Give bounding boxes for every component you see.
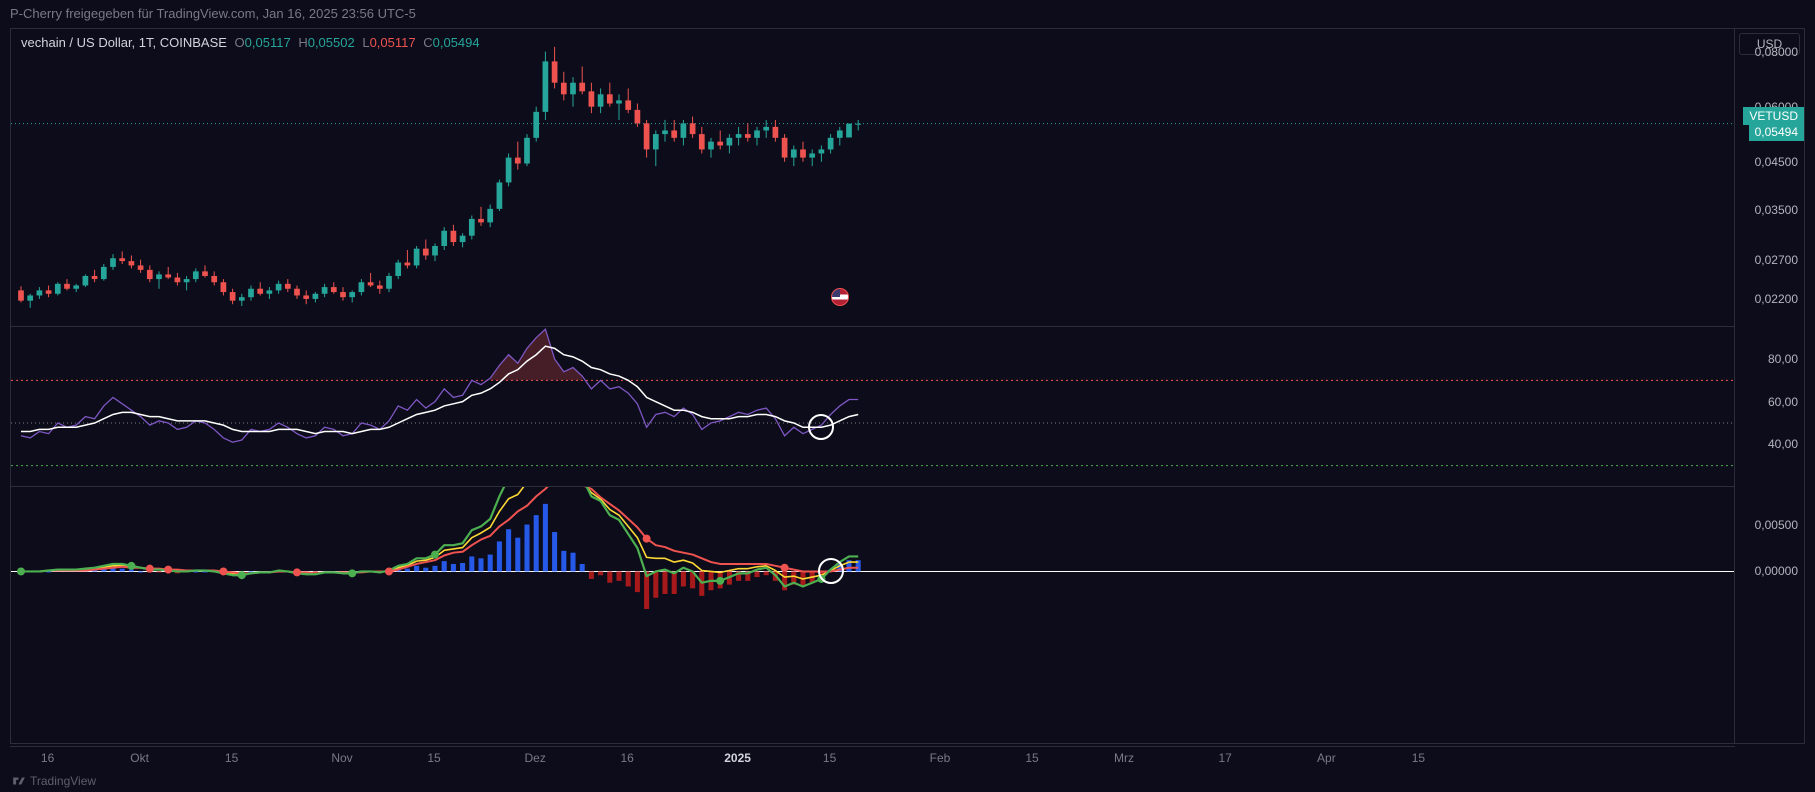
ohlc-c-val: 0,05494	[433, 35, 480, 50]
ohlc-h-val: 0,05502	[308, 35, 355, 50]
ohlc-l-val: 0,05117	[370, 35, 416, 50]
x-tick: Nov	[331, 751, 352, 765]
ohlc-c-label: C	[423, 35, 432, 50]
x-tick: Okt	[130, 751, 149, 765]
x-tick: 15	[427, 751, 440, 765]
plot-area[interactable]: vechain / US Dollar, 1T, COINBASE O0,051…	[10, 28, 1735, 744]
y-axis[interactable]: USD 0,080000,06000VETUSD0,054940,045000,…	[1735, 28, 1805, 744]
macd-chart	[11, 487, 1734, 609]
legend-price: vechain / US Dollar, 1T, COINBASE O0,051…	[21, 35, 480, 50]
ohlc-o-val: 0,05117	[245, 35, 291, 50]
y-tick-macd: 0,00500	[1755, 518, 1798, 532]
x-tick: 17	[1219, 751, 1232, 765]
price-tag-value: 0,05494	[1749, 123, 1804, 141]
watermark-text: P-Cherry freigegeben für TradingView.com…	[10, 6, 416, 21]
y-tick-rsi: 60,00	[1768, 395, 1798, 409]
y-tick-price: 0,02700	[1755, 253, 1798, 267]
y-tick-macd: 0,00000	[1755, 564, 1798, 578]
legend-symbol: vechain / US Dollar, 1T, COINBASE	[21, 35, 227, 50]
x-tick: Feb	[930, 751, 951, 765]
pane-rsi[interactable]	[11, 327, 1734, 487]
y-tick-rsi: 80,00	[1768, 352, 1798, 366]
x-tick: 15	[823, 751, 836, 765]
ohlc-o-label: O	[235, 35, 245, 50]
chart-container: vechain / US Dollar, 1T, COINBASE O0,051…	[10, 28, 1805, 744]
y-tick-price: 0,08000	[1755, 45, 1798, 59]
rsi-chart	[11, 327, 1734, 487]
y-tick-price: 0,03500	[1755, 203, 1798, 217]
ohlc-h-label: H	[298, 35, 307, 50]
brand-text: TradingView	[30, 774, 96, 788]
us-flag-marker-icon	[831, 288, 849, 306]
candlestick-chart	[11, 29, 1734, 327]
tradingview-logo-icon	[12, 774, 26, 788]
macd-highlight-circle-icon	[818, 558, 844, 584]
pane-price[interactable]: vechain / US Dollar, 1T, COINBASE O0,051…	[11, 29, 1734, 327]
x-tick: 15	[1412, 751, 1425, 765]
x-tick: 15	[225, 751, 238, 765]
x-tick: 16	[621, 751, 634, 765]
x-tick: 2025	[724, 751, 751, 765]
y-tick-price: 0,04500	[1755, 155, 1798, 169]
x-axis[interactable]: 16 Okt 15 Nov 15 Dez 16 2025 15 Feb 15 Mrz 17 Apr 15	[10, 746, 1735, 770]
x-tick: 16	[41, 751, 54, 765]
tradingview-brand: TradingView	[12, 774, 96, 788]
ohlc-l-label: L	[362, 35, 369, 50]
pane-macd[interactable]	[11, 487, 1734, 609]
x-tick: 15	[1025, 751, 1038, 765]
rsi-highlight-circle-icon	[808, 414, 834, 440]
x-tick: Apr	[1317, 751, 1336, 765]
x-tick: Dez	[525, 751, 546, 765]
x-tick: Mrz	[1114, 751, 1134, 765]
y-tick-price: 0,02200	[1755, 292, 1798, 306]
y-tick-rsi: 40,00	[1768, 437, 1798, 451]
